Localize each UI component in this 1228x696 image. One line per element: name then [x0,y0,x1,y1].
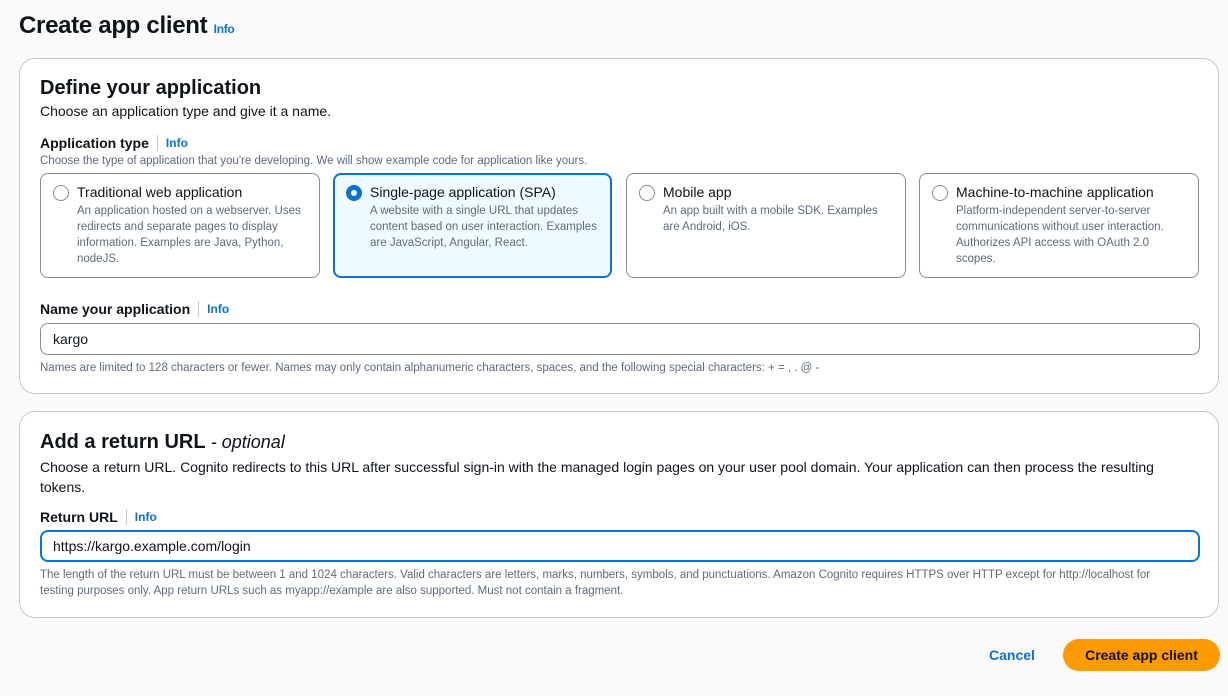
info-link[interactable]: Info [134,510,157,524]
section-title: Add a return URL - optional [40,431,285,453]
info-link[interactable]: Info [165,136,188,150]
option-description: An application hosted on a webserver. Us… [77,205,301,265]
option-description: An app built with a mobile SDK. Examples… [663,205,878,233]
return-url-input[interactable]: https://kargo.example.com/login [40,530,1200,562]
option-description: Platform-independent server-to-server co… [956,205,1164,265]
define-application-panel: Define your application Choose an applic… [19,58,1219,394]
info-link[interactable]: Info [213,22,235,36]
section-description: Choose an application type and give it a… [40,103,332,119]
application-type-label: Application type Info [40,135,188,151]
option-title: Machine-to-machine application [956,184,1154,200]
option-title: Single-page application (SPA) [370,184,556,200]
info-link[interactable]: Info [207,302,230,316]
option-title: Mobile app [663,184,732,200]
page-title: Create app client Info [19,12,235,39]
return-url-panel: Add a return URL - optional Choose a ret… [19,411,1219,618]
return-url-hint: The length of the return URL must be bet… [40,569,1151,597]
name-hint: Names are limited to 128 characters or f… [40,362,820,374]
radio-icon[interactable] [53,185,69,201]
option-description: A website with a single URL that updates… [370,205,597,249]
application-name-input[interactable]: kargo [40,323,1200,355]
radio-selected-icon[interactable] [346,185,362,201]
option-traditional-web[interactable]: Traditional web application An applicatio… [40,173,320,278]
section-title: Define your application [40,77,262,99]
application-type-hint: Choose the type of application that you'… [40,155,588,167]
radio-icon[interactable] [639,185,655,201]
option-machine-to-machine[interactable]: Machine-to-machine application Platform-i… [919,173,1199,278]
radio-icon[interactable] [932,185,948,201]
name-label: Name your application Info [40,301,230,317]
option-title: Traditional web application [77,184,243,200]
option-mobile-app[interactable]: Mobile app An app built with a mobile SDK… [626,173,906,278]
optional-label: - optional [210,432,285,452]
section-description: Choose a return URL. Cognito redirects t… [40,459,1154,495]
cancel-button[interactable]: Cancel [989,647,1035,663]
return-url-label: Return URL Info [40,509,157,525]
create-app-client-button[interactable]: Create app client [1063,639,1220,671]
option-spa[interactable]: Single-page application (SPA) A website w… [333,173,612,278]
